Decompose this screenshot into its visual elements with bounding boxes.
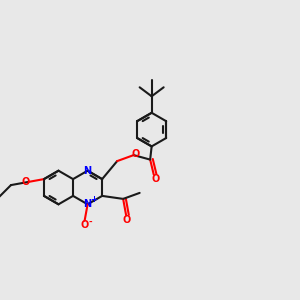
Text: O: O — [80, 220, 89, 230]
Text: O: O — [131, 148, 139, 159]
Text: N: N — [83, 166, 92, 176]
Text: O: O — [122, 215, 130, 225]
Text: O: O — [22, 177, 30, 187]
Text: N: N — [83, 199, 92, 209]
Text: O: O — [151, 174, 159, 184]
Text: +: + — [90, 195, 97, 204]
Text: -: - — [89, 218, 92, 227]
